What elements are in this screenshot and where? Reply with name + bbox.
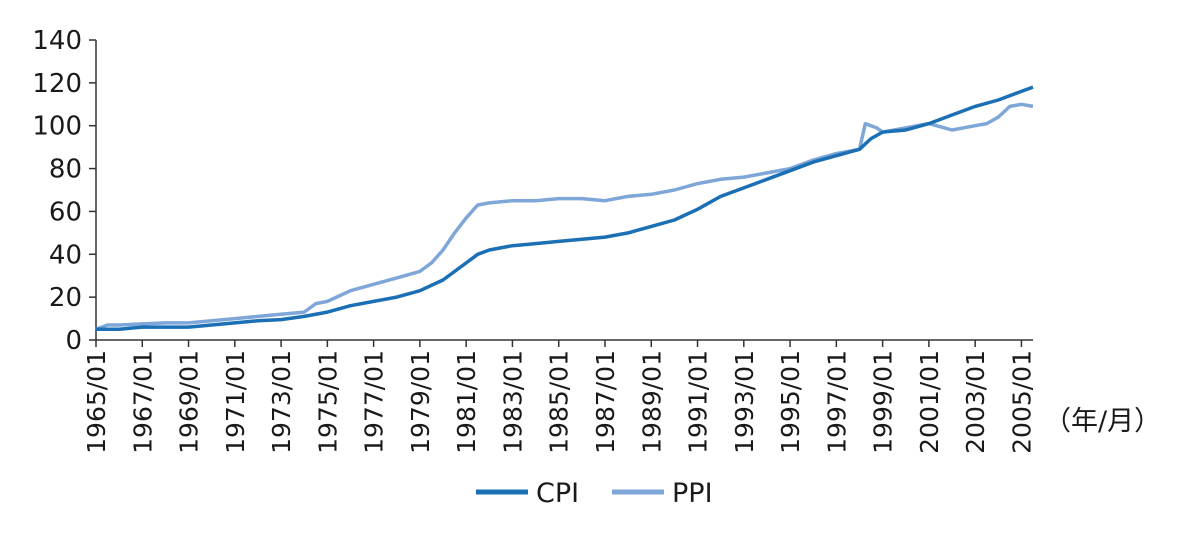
legend-label-cpi: CPI (536, 478, 579, 509)
x-tick-label: 1979/01 (406, 350, 435, 454)
x-tick-label: 1969/01 (175, 350, 204, 454)
x-tick-label: 1997/01 (822, 350, 851, 454)
x-axis-ticks: 1965/01 1967/01 1969/01 1971/01 1973/01 1975/… (82, 340, 1036, 454)
x-tick-label: 2003/01 (961, 350, 990, 454)
x-tick-label: 1995/01 (776, 350, 805, 454)
y-tick-label: 60 (49, 197, 82, 227)
y-tick-label: 20 (49, 283, 82, 313)
x-tick-label: 2001/01 (915, 350, 944, 454)
y-tick-label: 140 (32, 26, 82, 56)
y-tick-label: 80 (49, 155, 82, 185)
x-tick-label: 1981/01 (452, 350, 481, 454)
x-tick-label: 1985/01 (545, 350, 574, 454)
y-tick-label: 120 (32, 69, 82, 99)
x-tick-label: 1975/01 (313, 350, 342, 454)
x-tick-label: 1993/01 (730, 350, 759, 454)
series-layer (95, 85, 1034, 332)
series-line-cpi (96, 85, 1034, 332)
x-tick-label: 1965/01 (82, 350, 111, 454)
y-axis-ticks: 0 20 40 60 80 100 120 140 (32, 26, 96, 356)
x-axis-unit-label: （年/月） (1044, 406, 1161, 437)
legend-label-ppi: PPI (672, 478, 713, 509)
x-tick-label: 1987/01 (591, 350, 620, 454)
x-tick-label: 1977/01 (360, 350, 389, 454)
legend: CPI PPI (476, 478, 713, 509)
y-tick-label: 40 (49, 240, 82, 270)
y-tick-label: 100 (32, 112, 82, 142)
y-tick-label: 0 (65, 326, 82, 356)
x-tick-label: 1971/01 (221, 350, 250, 454)
x-tick-label: 1999/01 (869, 350, 898, 454)
x-tick-label: 1967/01 (128, 350, 157, 454)
axes (95, 40, 1033, 341)
x-tick-label: 1973/01 (267, 350, 296, 454)
series-line-ppi (95, 102, 1034, 331)
x-tick-label: 2005/01 (1007, 350, 1036, 454)
x-tick-label: 1989/01 (637, 350, 666, 454)
x-tick-label: 1991/01 (684, 350, 713, 454)
x-tick-label: 1983/01 (498, 350, 527, 454)
